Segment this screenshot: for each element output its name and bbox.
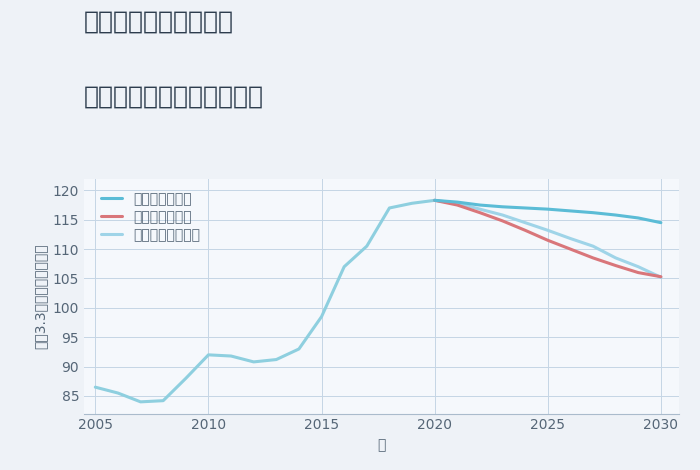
X-axis label: 年: 年: [377, 438, 386, 452]
Y-axis label: 平（3.3㎡）単価（万円）: 平（3.3㎡）単価（万円）: [33, 243, 47, 349]
Text: 中古マンションの価格推移: 中古マンションの価格推移: [84, 85, 264, 109]
Text: 兵庫県姫路市若菜町の: 兵庫県姫路市若菜町の: [84, 9, 234, 33]
Legend: グッドシナリオ, バッドシナリオ, ノーマルシナリオ: グッドシナリオ, バッドシナリオ, ノーマルシナリオ: [97, 188, 204, 247]
